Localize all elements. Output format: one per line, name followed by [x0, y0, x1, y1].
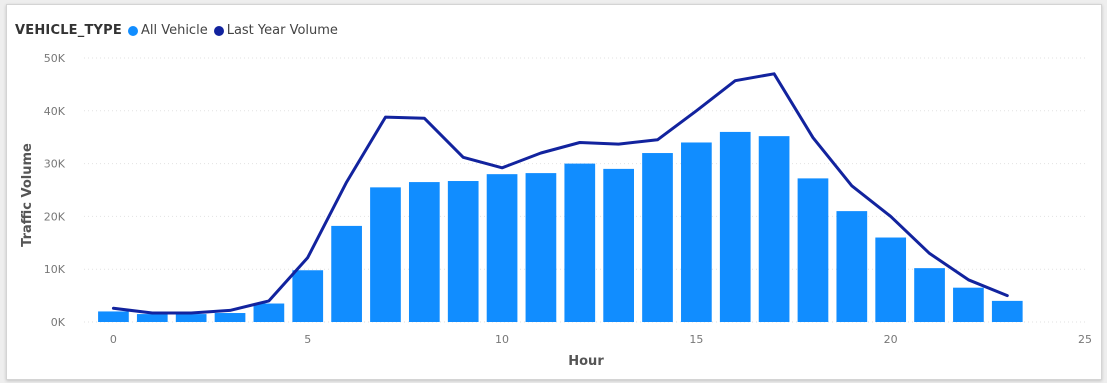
- line-path[interactable]: [111, 72, 1009, 315]
- bar[interactable]: [875, 237, 907, 322]
- x-tick-label: 20: [884, 333, 898, 346]
- bar[interactable]: [408, 182, 440, 322]
- y-axis-ticks: 0K 10K 20K 30K 40K 50K: [44, 52, 66, 329]
- bar[interactable]: [292, 270, 324, 322]
- bar[interactable]: [175, 314, 207, 322]
- bar[interactable]: [564, 163, 596, 322]
- chart-card: VEHICLE_TYPE All Vehicle Last Year Volum…: [6, 4, 1102, 380]
- bar[interactable]: [447, 181, 479, 322]
- y-axis-label: Traffic Volume: [20, 143, 35, 247]
- x-tick-label: 5: [304, 333, 311, 346]
- chart-svg: 0K 10K 20K 30K 40K 50K 0 5 10 15 20 25 Traffic Vol…: [20, 52, 1092, 369]
- x-tick-label: 10: [495, 333, 509, 346]
- legend-title: VEHICLE_TYPE: [15, 23, 122, 38]
- bar-series-all-vehicle: [98, 131, 1023, 322]
- bar[interactable]: [253, 303, 285, 322]
- bar[interactable]: [642, 153, 673, 322]
- bar[interactable]: [758, 136, 790, 322]
- x-axis-label: Hour: [568, 354, 604, 369]
- legend-label-all-vehicle: All Vehicle: [140, 23, 208, 38]
- x-axis-ticks: 0 5 10 15 20 25: [110, 333, 1092, 346]
- line-series-last-year-volume: [111, 72, 1009, 315]
- bar[interactable]: [797, 178, 829, 322]
- bar[interactable]: [953, 287, 984, 322]
- bar[interactable]: [836, 211, 868, 322]
- y-tick-label: 0K: [51, 316, 66, 329]
- bar[interactable]: [525, 173, 557, 322]
- bar[interactable]: [136, 314, 168, 322]
- x-tick-label: 15: [689, 333, 703, 346]
- bar[interactable]: [914, 268, 945, 322]
- y-tick-label: 50K: [44, 52, 66, 65]
- legend: VEHICLE_TYPE All Vehicle Last Year Volum…: [15, 23, 344, 38]
- legend-marker-last-year-volume: [213, 25, 224, 36]
- y-tick-label: 20K: [44, 210, 66, 223]
- legend-item-all-vehicle[interactable]: All Vehicle: [127, 23, 208, 38]
- y-tick-label: 10K: [44, 263, 66, 276]
- legend-item-last-year-volume[interactable]: Last Year Volume: [213, 23, 338, 38]
- x-tick-label: 25: [1078, 333, 1092, 346]
- bar[interactable]: [991, 300, 1023, 322]
- legend-marker-all-vehicle: [127, 25, 138, 36]
- legend-label-last-year-volume: Last Year Volume: [226, 23, 338, 38]
- bar[interactable]: [603, 168, 634, 322]
- y-tick-label: 40K: [44, 105, 66, 118]
- bar[interactable]: [486, 174, 518, 322]
- bar[interactable]: [98, 311, 129, 322]
- y-tick-label: 30K: [44, 158, 66, 171]
- bar[interactable]: [331, 225, 362, 322]
- bar[interactable]: [370, 187, 401, 322]
- bar[interactable]: [214, 313, 246, 322]
- x-tick-label: 0: [110, 333, 117, 346]
- bar[interactable]: [681, 142, 712, 322]
- bar[interactable]: [719, 131, 751, 322]
